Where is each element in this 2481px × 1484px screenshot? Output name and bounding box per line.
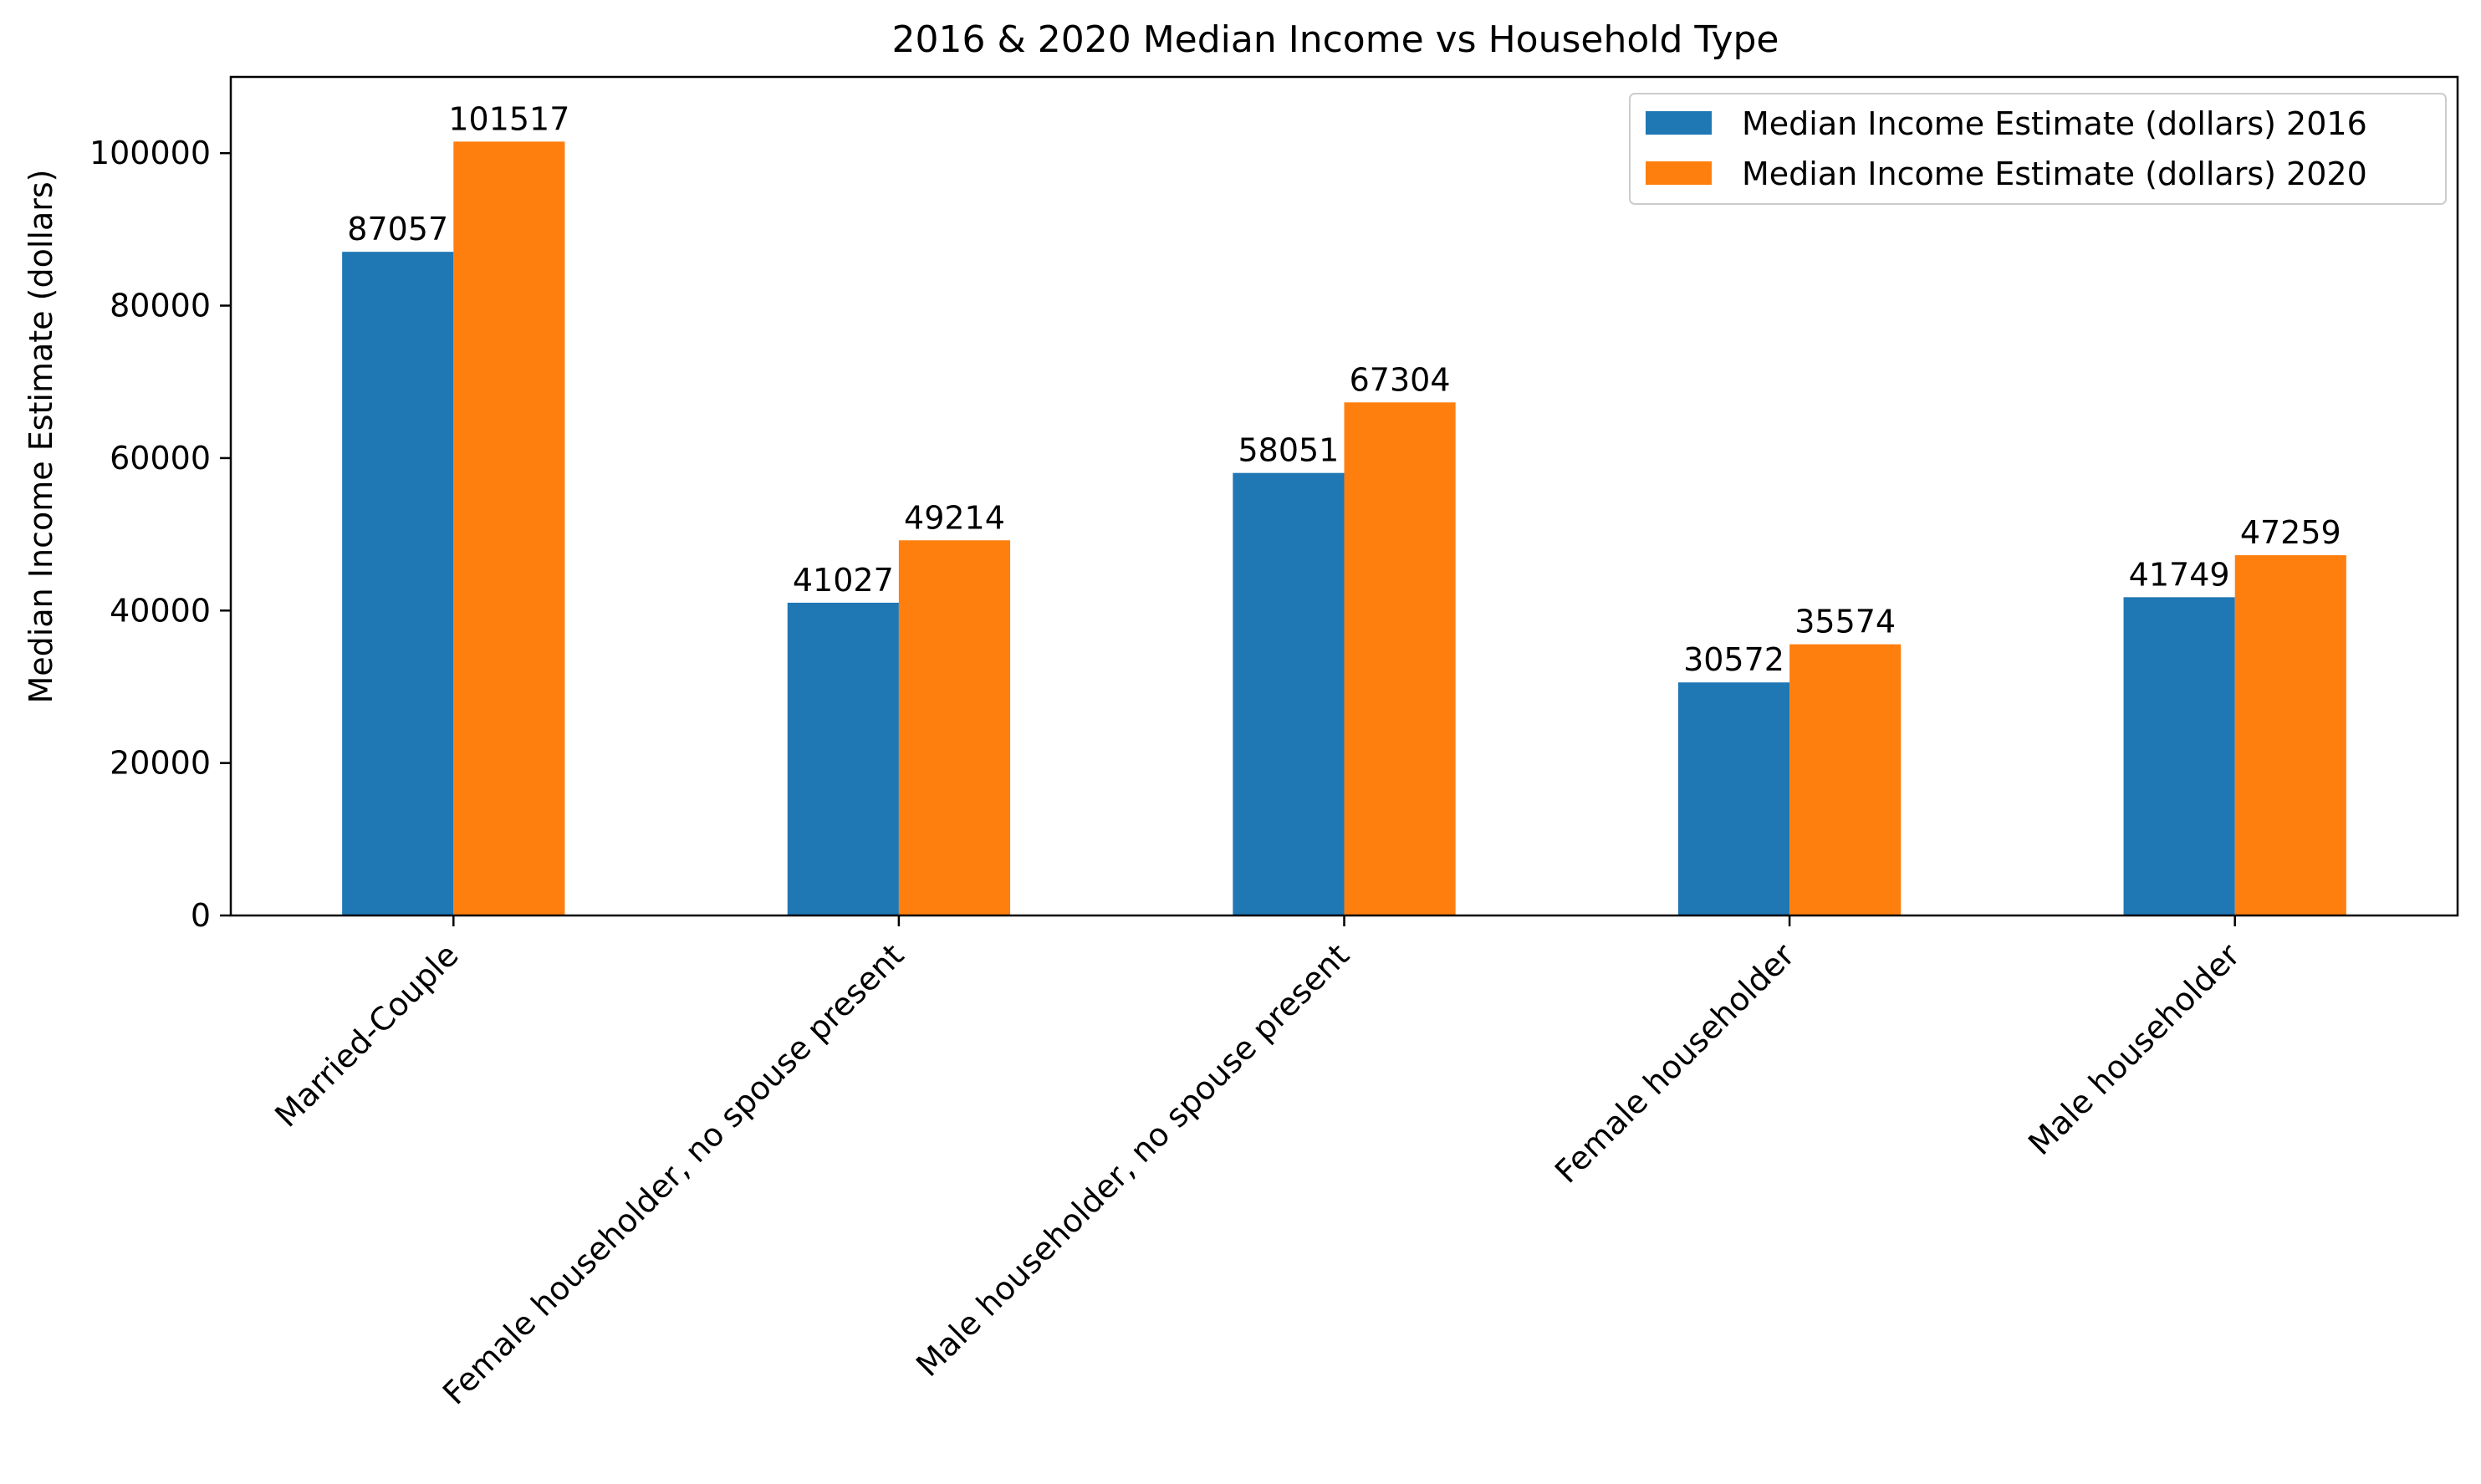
y-tick-label: 60000 (110, 440, 211, 477)
bar (2234, 555, 2346, 915)
legend-box (1629, 93, 2447, 205)
y-tick-label: 0 (191, 897, 211, 934)
y-tick-label: 80000 (110, 288, 211, 324)
data-label: 30572 (1683, 641, 1784, 678)
bar (2123, 597, 2235, 915)
data-label: 58051 (1238, 432, 1339, 469)
bar (1344, 402, 1456, 915)
data-label: 41027 (793, 562, 894, 599)
legend-label-2020: Median Income Estimate (dollars) 2020 (1742, 156, 2367, 192)
y-tick-label: 40000 (110, 592, 211, 629)
plot-area-frame (229, 75, 2459, 917)
bars-group (342, 141, 2346, 915)
data-label: 49214 (904, 499, 1005, 536)
y-tick-label: 100000 (89, 135, 211, 171)
legend-label-2016: Median Income Estimate (dollars) 2016 (1742, 105, 2367, 142)
bar (787, 602, 899, 915)
legend-swatch-2020 (1646, 161, 1712, 185)
data-label: 101517 (448, 100, 569, 137)
data-label: 35574 (1794, 604, 1896, 640)
y-tick-label: 20000 (110, 745, 211, 782)
bar (1789, 644, 1902, 915)
data-label: 41749 (2129, 556, 2230, 593)
bar (1233, 472, 1345, 915)
bar (898, 540, 1011, 915)
data-label: 47259 (2240, 514, 2341, 551)
y-axis-label: Median Income Estimate (dollars) (23, 170, 59, 704)
legend-swatch-2016 (1646, 111, 1712, 135)
chart-title: 2016 & 2020 Median Income vs Household T… (892, 18, 1779, 61)
y-axis: 0 20000 40000 60000 80000 100000 (89, 135, 231, 934)
data-labels-group: 87057 101517 41027 49214 58051 67304 30572 3557… (347, 100, 2341, 678)
bar (342, 252, 454, 915)
bar (1677, 682, 1790, 915)
data-label: 67304 (1350, 361, 1451, 398)
bar (453, 141, 565, 915)
data-label: 87057 (347, 211, 448, 247)
legend: Median Income Estimate (dollars) 2016 Me… (1629, 93, 2447, 205)
